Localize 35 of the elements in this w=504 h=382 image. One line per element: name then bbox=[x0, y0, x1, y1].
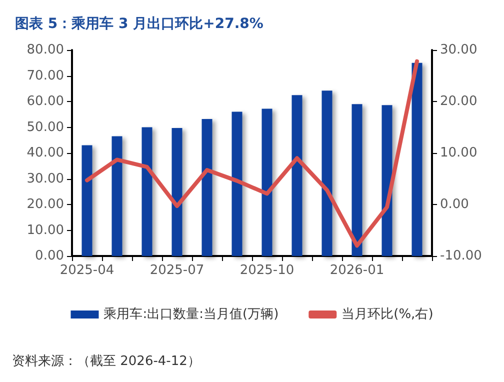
x-tick-label: 2025-04 bbox=[60, 263, 114, 278]
x-tick-label: 2025-10 bbox=[240, 263, 294, 278]
y-tick-label: 60.00 bbox=[26, 94, 64, 109]
bar bbox=[322, 90, 332, 256]
legend-label: 当月环比(%,右) bbox=[342, 307, 434, 322]
y2-tick-label: 20.00 bbox=[440, 94, 478, 109]
bar bbox=[382, 105, 392, 256]
y-tick-label: 70.00 bbox=[26, 68, 64, 84]
y2-tick-label: 10.00 bbox=[440, 146, 478, 160]
text: 资料来源：（截至 2026-4-12） bbox=[12, 354, 200, 369]
legend-label: 乘用车:出口数量:当月值(万辆) bbox=[104, 307, 279, 322]
bar bbox=[202, 119, 212, 256]
x-tick-label: 2025-07 bbox=[150, 263, 204, 278]
bar bbox=[112, 136, 122, 256]
y-tick-label: 20.00 bbox=[26, 197, 64, 212]
y-tick-label: 50.00 bbox=[26, 120, 64, 135]
bar bbox=[172, 128, 182, 256]
y-tick-label: 40.00 bbox=[26, 146, 64, 160]
y-tick-label: 30.00 bbox=[26, 171, 64, 186]
y-tick-label: 80.00 bbox=[26, 42, 64, 58]
y-tick-label: 0.00 bbox=[35, 248, 64, 264]
bar bbox=[292, 95, 302, 256]
chart-title: 图表 5：乘用车 3 月出口环比+27.8% bbox=[15, 15, 264, 32]
line-series bbox=[85, 59, 419, 248]
bar bbox=[262, 108, 272, 256]
y-tick-label: 10.00 bbox=[26, 222, 64, 238]
x-tick-label: 2026-01 bbox=[330, 263, 384, 278]
bar bbox=[82, 145, 92, 256]
bar bbox=[352, 104, 362, 256]
bar bbox=[142, 127, 152, 256]
y2-tick-label: 30.00 bbox=[440, 42, 478, 58]
y2-tick-label: 0.00 bbox=[440, 197, 469, 212]
bar bbox=[232, 112, 242, 256]
y2-tick-label: -10.00 bbox=[440, 248, 482, 264]
bar bbox=[412, 62, 422, 256]
